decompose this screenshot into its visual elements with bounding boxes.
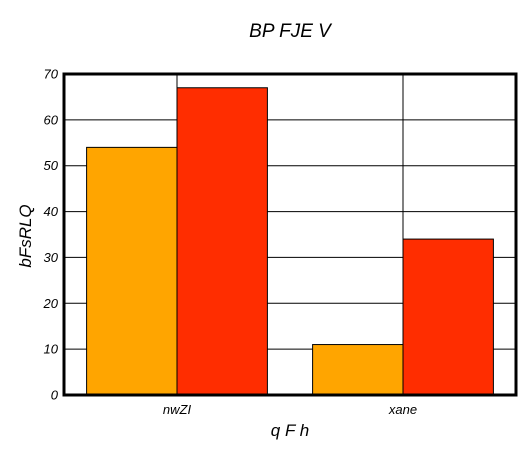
y-tick-label: 20: [43, 296, 59, 311]
y-axis-label: bFsRLQ: [16, 204, 35, 267]
chart-title: BP FJE V: [249, 21, 333, 42]
y-ticks: 0 10 20 30 40 50 60 70: [43, 67, 59, 403]
bar-xane-1: [312, 344, 404, 396]
plot-frame: [62, 72, 518, 397]
y-tick-label: 40: [44, 204, 59, 219]
x-ticks: nwZI xane: [163, 402, 417, 417]
x-tick-label: nwZI: [163, 402, 192, 417]
x-tick-label: xane: [388, 402, 417, 417]
y-tick-label: 70: [44, 67, 59, 82]
y-tick-label: 0: [51, 388, 59, 403]
y-tick-label: 50: [44, 158, 59, 173]
bar-nwZI-1: [86, 146, 178, 396]
y-tick-label: 30: [44, 250, 59, 265]
y-tick-label: 60: [44, 112, 59, 127]
bars: [86, 87, 494, 396]
bar-xane-2: [402, 238, 494, 396]
x-axis-label: q F h: [271, 421, 309, 440]
y-tick-label: 10: [44, 342, 59, 357]
bar-nwZI-2: [176, 87, 268, 396]
